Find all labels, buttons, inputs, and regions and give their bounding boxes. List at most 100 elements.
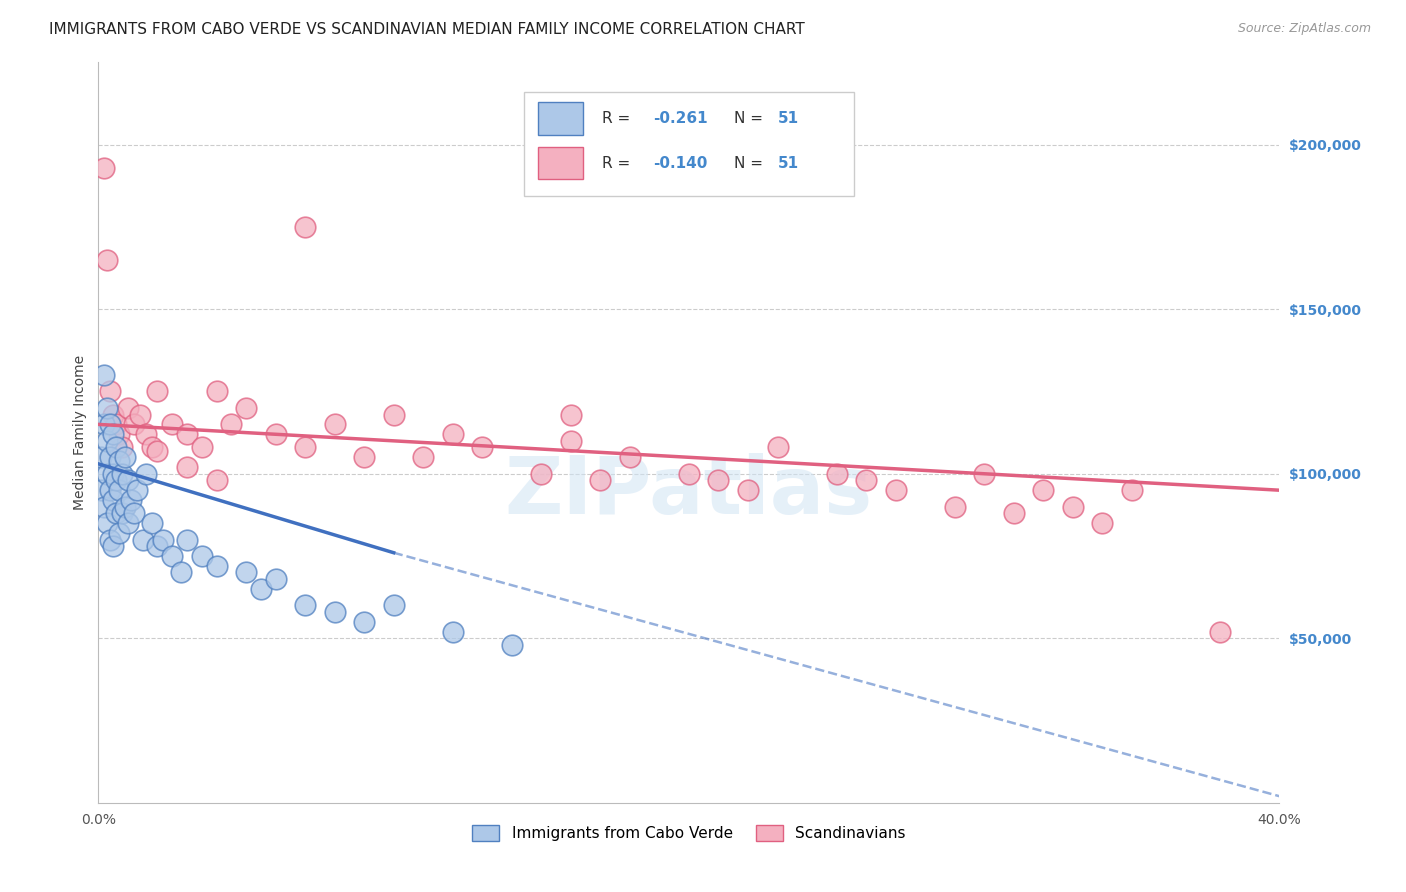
Text: -0.261: -0.261 — [654, 112, 709, 126]
Text: -0.140: -0.140 — [654, 155, 707, 170]
Point — [707, 473, 730, 487]
Bar — [537, 147, 582, 179]
Point — [93, 500, 115, 514]
Point — [103, 427, 125, 442]
Point — [250, 582, 273, 596]
Point — [412, 450, 434, 465]
Point — [146, 443, 169, 458]
Point — [589, 473, 612, 487]
Point — [176, 427, 198, 442]
Point — [1121, 483, 1143, 498]
Point — [235, 401, 257, 415]
Point — [294, 219, 316, 234]
Text: N =: N = — [734, 155, 768, 170]
Text: R =: R = — [602, 155, 634, 170]
Point — [235, 566, 257, 580]
Point — [111, 506, 134, 520]
Point — [103, 493, 125, 508]
Point — [323, 605, 346, 619]
Point — [441, 427, 464, 442]
Point — [125, 483, 148, 498]
Point — [108, 483, 131, 498]
Point — [737, 483, 759, 498]
Point — [98, 384, 121, 399]
Point — [105, 417, 128, 432]
Point — [98, 450, 121, 465]
Text: R =: R = — [602, 112, 634, 126]
Legend: Immigrants from Cabo Verde, Scandinavians: Immigrants from Cabo Verde, Scandinavian… — [465, 819, 912, 847]
Point — [135, 427, 157, 442]
Point — [191, 549, 214, 563]
Point — [141, 516, 163, 530]
Point — [221, 417, 243, 432]
Point — [120, 493, 142, 508]
Point — [117, 401, 139, 415]
Point — [111, 467, 134, 481]
Point — [96, 252, 118, 267]
Point — [191, 441, 214, 455]
Point — [162, 417, 183, 432]
Point — [205, 558, 228, 573]
Point — [128, 408, 150, 422]
Point — [501, 638, 523, 652]
Point — [122, 417, 145, 432]
Point — [678, 467, 700, 481]
Point — [1032, 483, 1054, 498]
Point — [382, 408, 405, 422]
Point — [162, 549, 183, 563]
Point — [103, 467, 125, 481]
Point — [114, 500, 136, 514]
Point — [884, 483, 907, 498]
Point — [560, 408, 582, 422]
Point — [825, 467, 848, 481]
Point — [114, 450, 136, 465]
Point — [294, 599, 316, 613]
Y-axis label: Median Family Income: Median Family Income — [73, 355, 87, 510]
Point — [93, 417, 115, 432]
Point — [152, 533, 174, 547]
Text: N =: N = — [734, 112, 768, 126]
Point — [146, 539, 169, 553]
Point — [264, 572, 287, 586]
Point — [471, 441, 494, 455]
Point — [96, 401, 118, 415]
Point — [96, 516, 118, 530]
Point — [103, 539, 125, 553]
Point — [105, 506, 128, 520]
Point — [205, 473, 228, 487]
Point — [1209, 624, 1232, 639]
Point — [90, 450, 112, 465]
Point — [98, 483, 121, 498]
Point — [122, 506, 145, 520]
Point — [111, 441, 134, 455]
Point — [117, 473, 139, 487]
Point — [264, 427, 287, 442]
Point — [1062, 500, 1084, 514]
Point — [98, 533, 121, 547]
Point — [108, 526, 131, 541]
Point — [141, 441, 163, 455]
Point — [93, 368, 115, 382]
Point — [93, 161, 115, 175]
FancyBboxPatch shape — [523, 92, 855, 195]
Point — [108, 453, 131, 467]
Point — [108, 427, 131, 442]
Point — [98, 417, 121, 432]
Point — [619, 450, 641, 465]
Point — [441, 624, 464, 639]
Point — [105, 441, 128, 455]
Point — [176, 460, 198, 475]
Point — [382, 599, 405, 613]
Point — [135, 467, 157, 481]
Text: Source: ZipAtlas.com: Source: ZipAtlas.com — [1237, 22, 1371, 36]
Point — [117, 516, 139, 530]
Point — [146, 384, 169, 399]
Point — [294, 441, 316, 455]
Point — [943, 500, 966, 514]
Point — [1002, 506, 1025, 520]
Point — [96, 467, 118, 481]
Point — [205, 384, 228, 399]
Point — [766, 441, 789, 455]
Point — [96, 434, 118, 448]
Point — [560, 434, 582, 448]
